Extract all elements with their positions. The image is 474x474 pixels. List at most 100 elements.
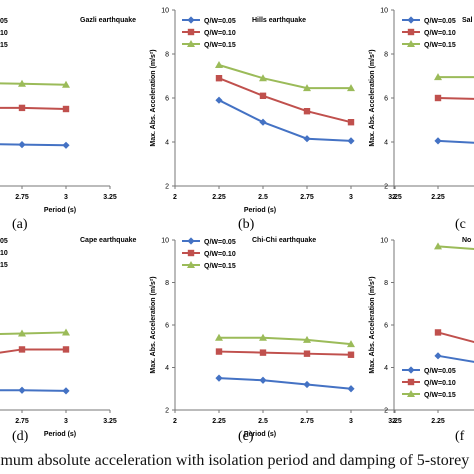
legend-label: 15: [0, 262, 8, 269]
data-point: [18, 79, 26, 87]
data-point: [407, 366, 415, 374]
y-tick-label: 2: [165, 184, 169, 191]
chart-title: Cape earthquake: [80, 237, 137, 244]
data-point: [18, 386, 26, 394]
data-point: [187, 16, 195, 24]
chart-title: Gazli earthquake: [80, 17, 136, 24]
data-point: [434, 242, 442, 250]
data-point: [187, 249, 195, 257]
y-tick-label: 6: [165, 96, 169, 103]
series-line: [218, 64, 351, 90]
data-point: [303, 135, 311, 143]
chart-panel: 2 4 6 8 10 2 2.25 2.5 2.75 3 3.25 Period (s) Max. Ab…: [150, 8, 402, 233]
y-tick-label: 6: [384, 96, 388, 103]
panel-label: (b): [238, 217, 255, 232]
legend-label: Q/W=0.10: [204, 30, 236, 37]
data-point: [18, 346, 26, 353]
data-point: [407, 390, 415, 397]
panel-label: (f: [455, 429, 465, 444]
series-line: [0, 331, 67, 336]
x-tick-label: 2: [392, 194, 396, 201]
x-tick-label: 3.25: [388, 194, 402, 201]
x-tick-label: 2.25: [212, 194, 226, 201]
data-point: [259, 349, 267, 356]
data-point: [62, 387, 70, 395]
legend-label: Q/W=0.15: [204, 263, 236, 270]
x-tick-label: 3: [64, 194, 68, 201]
data-point: [215, 61, 223, 68]
legend-label: 10: [0, 30, 8, 37]
data-point: [187, 40, 195, 47]
x-tick-label: 2: [173, 418, 177, 425]
data-point: [347, 84, 355, 92]
legend-label: Q/W=0.15: [424, 42, 456, 49]
y-axis-title: Max. Abs. Acceleration (m/s²): [369, 49, 376, 146]
legend-label: 05: [0, 238, 8, 245]
data-point: [303, 350, 311, 357]
data-point: [187, 261, 195, 268]
series-line: [0, 143, 67, 147]
x-axis-title: Period (s): [44, 431, 76, 438]
series-line: [437, 331, 474, 344]
legend-label: Q/W=0.05: [204, 239, 236, 246]
series-line: [218, 350, 352, 356]
figure-caption: ximum absolute acceleration with isolati…: [0, 452, 470, 469]
y-tick-label: 4: [165, 140, 169, 147]
y-tick-label: 6: [165, 323, 169, 330]
data-point: [215, 75, 223, 82]
x-tick-label: 3.25: [103, 194, 117, 201]
legend-label: Q/W=0.05: [204, 18, 236, 25]
y-tick-label: 8: [384, 280, 388, 287]
legend-label: Q/W=0.10: [204, 251, 236, 258]
y-tick-label: 10: [380, 8, 388, 15]
data-point: [62, 346, 70, 353]
series-line: [0, 389, 67, 392]
data-point: [62, 105, 70, 113]
data-point: [407, 28, 415, 36]
x-tick-label: 2.75: [15, 418, 29, 425]
data-point: [62, 141, 70, 149]
data-point: [303, 108, 311, 115]
data-point: [303, 335, 311, 343]
y-tick-label: 8: [165, 280, 169, 287]
panel-label: (a): [12, 217, 28, 232]
data-point: [407, 16, 415, 24]
data-point: [434, 73, 442, 81]
data-point: [303, 84, 311, 92]
x-tick-label: 2.25: [212, 418, 226, 425]
data-point: [215, 333, 223, 341]
y-tick-label: 4: [165, 365, 169, 372]
x-tick-label: 3.25: [388, 418, 402, 425]
series-line: [218, 99, 352, 142]
y-axis-title: Max. Abs. Acceleration (m/s²): [150, 276, 157, 373]
chart-title: Chi-Chi earthquake: [252, 237, 316, 244]
x-tick-label: 3: [64, 418, 68, 425]
data-point: [187, 237, 195, 245]
x-tick-label: 2: [392, 418, 396, 425]
data-point: [18, 329, 26, 337]
legend-label: Q/W=0.10: [424, 30, 456, 37]
data-point: [18, 104, 26, 112]
legend-label: 10: [0, 250, 8, 257]
series-line: [437, 354, 474, 363]
data-point: [347, 340, 355, 348]
legend-label: Q/W=0.05: [424, 18, 456, 25]
data-point: [434, 352, 442, 360]
x-tick-label: 2.5: [258, 418, 268, 425]
legend-label: Q/W=0.05: [424, 368, 456, 375]
y-tick-label: 8: [165, 52, 169, 59]
y-axis-title: Max. Abs. Acceleration (m/s²): [369, 276, 376, 373]
series-line: [219, 336, 352, 346]
x-tick-label: 2.75: [15, 194, 29, 201]
x-axis-title: Period (s): [244, 431, 276, 438]
legend-label: Q/W=0.15: [424, 392, 456, 399]
data-point: [347, 351, 355, 358]
panel-label: (e): [238, 429, 254, 444]
data-point: [434, 94, 442, 102]
y-tick-label: 2: [384, 184, 388, 191]
y-axis-title: Max. Abs. Acceleration (m/s²): [150, 49, 157, 146]
data-point: [259, 333, 267, 341]
y-tick-label: 10: [161, 238, 169, 245]
y-tick-label: 10: [161, 8, 169, 15]
